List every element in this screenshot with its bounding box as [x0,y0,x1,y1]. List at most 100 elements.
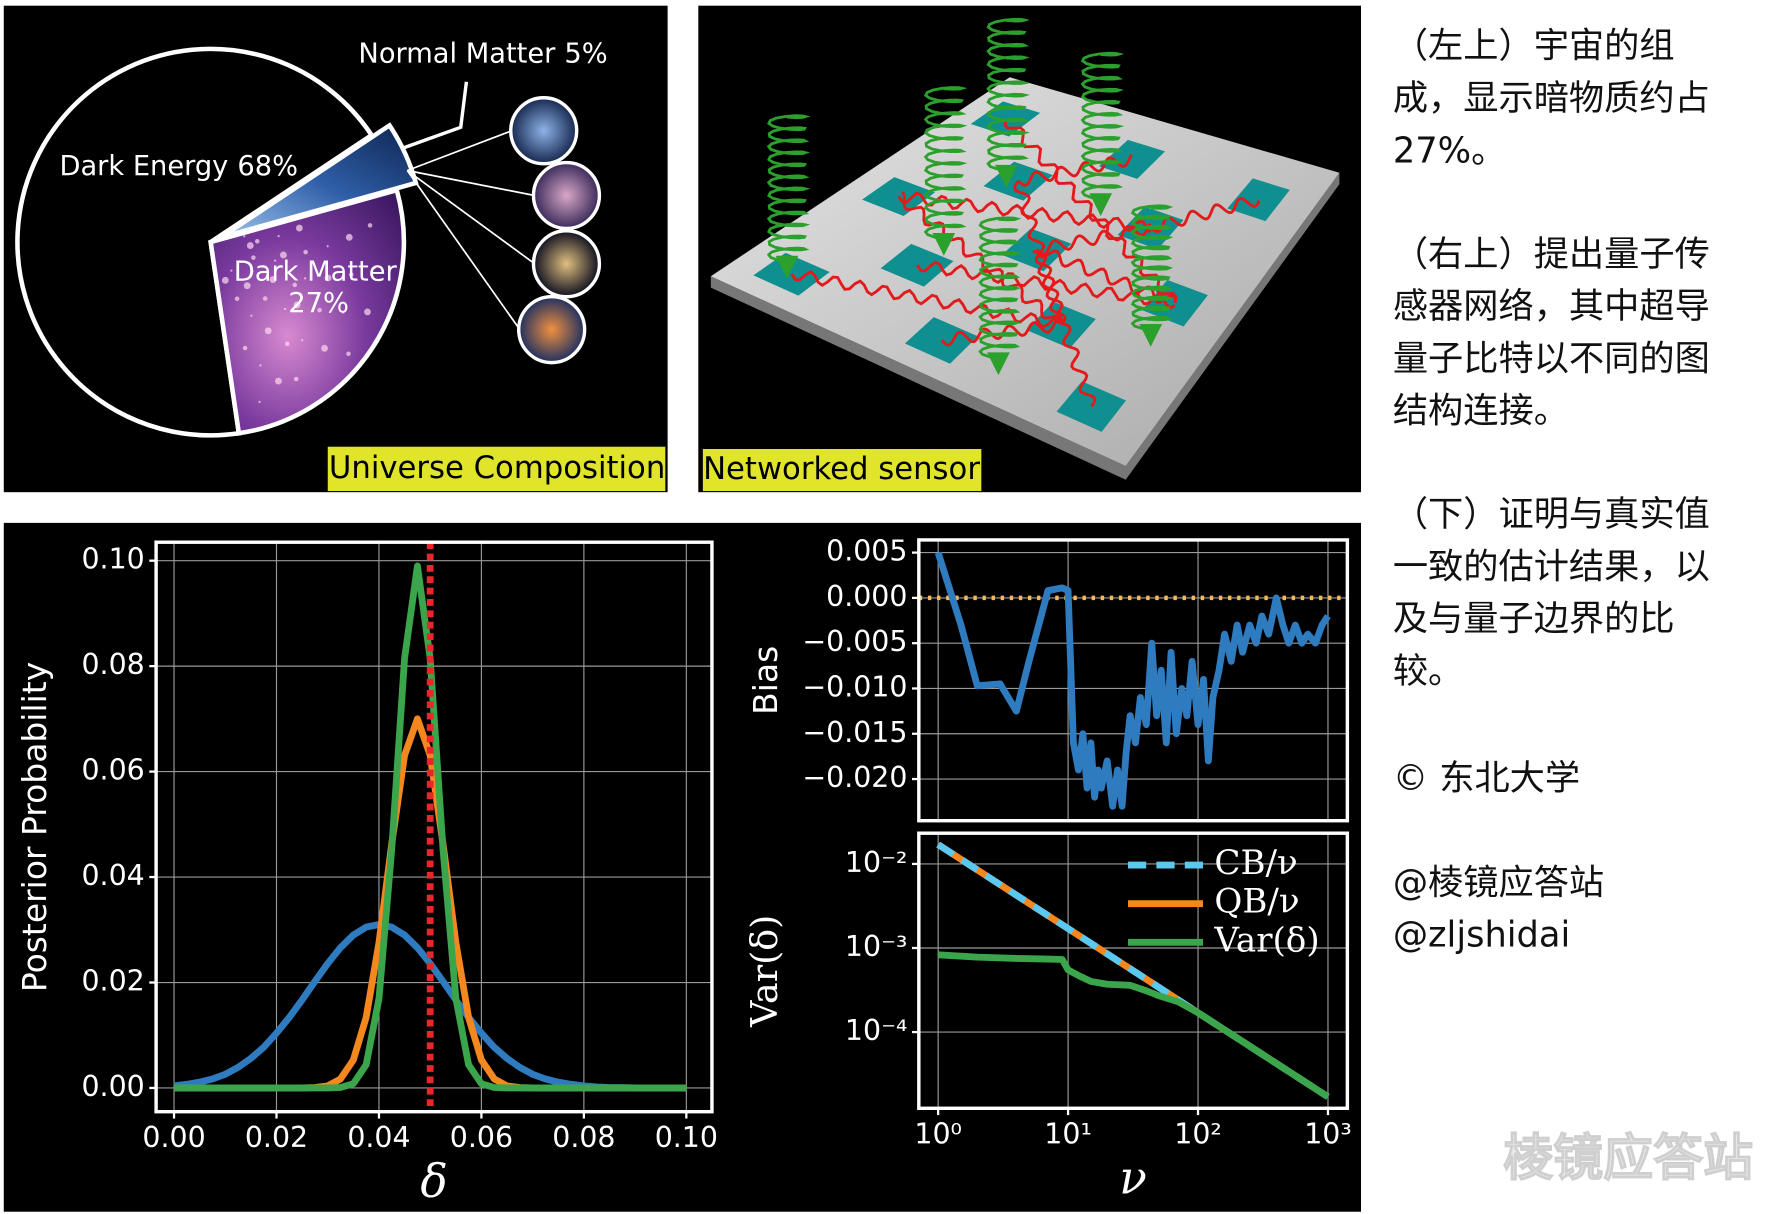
thumbnail [531,229,602,299]
line-chart: 0.00 0.02 0.04 0.06 0.08 0.10 0.00 0.02 0.04 0.06… [15,540,718,1208]
qubit [1227,178,1290,222]
speckle [367,223,373,228]
caption-line: 较。 [1393,651,1463,692]
pointer-line [407,129,513,172]
arrow-head [987,352,1010,376]
slice-label: Dark Matter [234,256,398,287]
watermark: 棱镜应答站 [1503,1129,1753,1187]
speckle [324,274,332,282]
value-label: 27% [288,288,349,319]
caption-line: 成，显示暗物质约占 [1393,78,1710,119]
sensor-diagram [710,17,1340,480]
x-tick-label: 10¹ [1044,1118,1092,1151]
y-tick-label: 0.000 [826,580,907,613]
caption-line: 结构连接。 [1393,391,1569,432]
y-tick-label: 0.00 [81,1070,144,1103]
caption-line: （左上）宇宙的组 [1393,26,1675,67]
y-tick-label: 0.06 [81,754,144,787]
speckle [221,276,229,284]
caption-line: 感器网络，其中超导 [1393,286,1710,327]
y-tick-label: 0.02 [81,965,144,998]
slice-label: Normal Matter 5% [358,38,607,69]
speckle [246,242,254,249]
line-chart: 0.005 0.000 −0.005 −0.010 −0.015 −0.020 Bias [746,535,1350,823]
speckle [349,272,354,277]
x-tick-label: 0.06 [450,1121,513,1154]
speckle [373,266,376,270]
speckle [303,249,308,255]
coupling [1017,154,1133,187]
speckle [321,344,328,352]
speckle [283,307,287,311]
speckle [293,376,299,382]
speckle [280,251,287,259]
pointer-line [407,169,535,197]
value-label: 5% [564,38,607,69]
x-tick-label: 10³ [1304,1118,1352,1151]
legend-label: Var(δ) [1213,920,1319,960]
photon [986,17,1030,172]
qubit [1056,381,1127,432]
diagram-label: Networked sensor [703,452,980,487]
photon [1130,204,1174,332]
credit: @zljshidai [1393,915,1570,956]
speckle [285,341,290,347]
x-tick-label: 0.04 [347,1121,410,1154]
speckle [273,259,277,262]
caption-line: 量子比特以不同的图 [1393,338,1710,379]
speckle [269,276,277,283]
speckle [346,351,351,356]
speckle [292,282,297,288]
label-box [702,448,982,492]
y-tick-label: 10⁻³ [845,930,908,963]
pointer-line [406,169,536,265]
speckle [303,277,307,280]
leader-line [403,81,469,150]
x-tick-label: 0.00 [142,1121,205,1154]
y-axis-label: Bias [746,646,785,715]
y-tick-label: 0.08 [81,648,144,681]
chart-title: Universe Composition [329,451,665,486]
y-tick-label: −0.020 [802,761,907,794]
coupling [1032,249,1097,408]
category: Dark Energy [59,151,228,182]
x-tick-label: 10² [1174,1118,1222,1151]
x-tick-label: 10⁰ [914,1118,962,1151]
plots: 0.00 0.02 0.04 0.06 0.08 0.10 0.00 0.02 0.04 0.06… [15,535,1352,1208]
slice-label: Dark Energy 68% [59,151,298,182]
speckle [326,245,329,248]
caption-line: 27%。 [1393,130,1507,171]
qubit [1099,139,1166,179]
speckle [275,377,282,385]
legend-label: QB/ν [1214,882,1299,922]
speckle [243,235,246,238]
y-tick-label: 0.10 [81,543,144,576]
x-tick-label: 0.08 [552,1121,615,1154]
series-line [937,951,1330,1100]
arrow-head [1139,323,1163,347]
arrow-head [775,255,799,279]
y-tick-label: 0.04 [81,859,144,892]
y-axis-label: Posterior Probability [15,662,54,992]
speckle [277,235,280,238]
speckle [262,296,268,301]
pie-slice [208,187,407,436]
speckle [342,311,345,314]
coupling [1035,249,1178,304]
speckle [364,308,371,316]
y-tick-label: −0.015 [802,716,907,749]
thumbnail [531,160,602,231]
coupling [1003,118,1178,304]
y-tick-label: 10⁻² [845,846,908,879]
photon [766,114,811,263]
qubit [1026,301,1096,349]
x-tick-label: 0.02 [245,1121,308,1154]
credit: @棱镜应答站 [1393,862,1604,903]
speckle [317,307,322,313]
photon [1080,51,1125,201]
